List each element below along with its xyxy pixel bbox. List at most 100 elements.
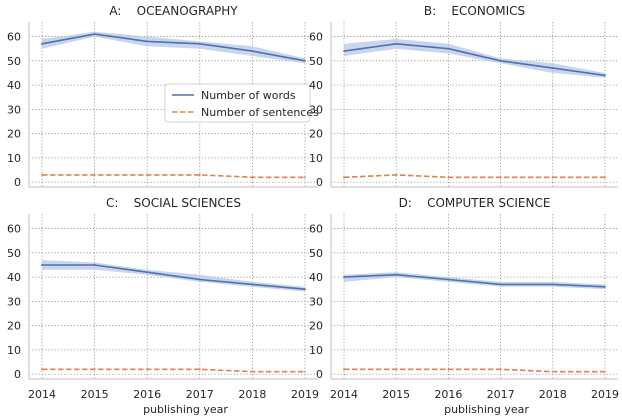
y-tick-label: 40 (7, 271, 21, 284)
y-tick-label: 60 (7, 31, 21, 44)
sentences-point (198, 368, 201, 371)
y-tick-label: 60 (309, 31, 323, 44)
sentences-point (251, 176, 254, 179)
panel-title: C: SOCIAL SCIENCES (106, 196, 241, 210)
y-tick-label: 30 (309, 295, 323, 308)
sentences-point (604, 176, 606, 179)
x-tick-label: 2019 (591, 388, 619, 401)
sentences-point (499, 176, 502, 179)
sentences-point (198, 173, 201, 176)
sentences-series-line (343, 174, 605, 179)
x-tick-label: 2017 (186, 388, 214, 401)
words-point (304, 288, 306, 291)
y-tick-label: 40 (309, 79, 323, 92)
panel-c: 0 10 20 30 40 50 60 C: SOCIAL SCIENCES 2014 2015 2… (7, 196, 319, 416)
words-point (499, 59, 502, 62)
legend: Number of words Number of sentences (164, 83, 319, 123)
words-point (343, 50, 345, 53)
y-tick-label: 20 (7, 320, 21, 333)
words-point (604, 285, 606, 288)
words-point (198, 42, 201, 45)
words-point (251, 283, 254, 286)
words-point (604, 74, 606, 77)
sentences-point (447, 176, 450, 179)
sentences-point (343, 368, 345, 371)
sentences-point (499, 368, 502, 371)
sentences-series-line (42, 368, 305, 373)
x-tick-label: 2015 (81, 388, 109, 401)
words-point (93, 264, 96, 266)
sentences-point (551, 176, 554, 179)
words-point (41, 264, 43, 266)
panel-a: 0 10 20 30 40 50 60 A: OCEANOGRAPHY Number of wo… (7, 4, 319, 189)
sentences-point (447, 368, 450, 371)
words-point (343, 276, 345, 278)
words-point (93, 33, 96, 36)
x-tick-label: 2015 (382, 388, 410, 401)
x-tick-label: 2019 (291, 388, 319, 401)
sentences-point (604, 370, 606, 373)
x-tick-label: 2014 (330, 388, 358, 401)
y-tick-label: 0 (14, 368, 21, 381)
sentences-point (551, 370, 554, 373)
words-series-line (343, 273, 606, 288)
x-tick-label: 2016 (133, 388, 161, 401)
y-tick-label: 0 (316, 176, 323, 189)
words-point (304, 59, 306, 62)
words-series-line (343, 42, 606, 77)
sentences-point (93, 173, 96, 176)
y-tick-label: 50 (7, 55, 21, 68)
sentences-series-line (344, 368, 605, 373)
y-tick-label: 50 (7, 247, 21, 260)
y-tick-label: 10 (7, 344, 21, 357)
sentences-point (146, 173, 149, 176)
sentences-point (93, 368, 96, 371)
words-point (395, 42, 398, 45)
panel-title: D: COMPUTER SCIENCE (399, 196, 551, 210)
words-point (551, 283, 554, 286)
words-point (198, 278, 201, 281)
y-tick-label: 40 (309, 271, 323, 284)
words-point (447, 278, 450, 281)
y-tick-label: 10 (309, 152, 323, 165)
x-tick-label: 2017 (487, 388, 515, 401)
y-tick-label: 20 (309, 320, 323, 333)
y-tick-label: 30 (309, 103, 323, 116)
words-confidence-band (344, 39, 605, 78)
words-confidence-band (42, 31, 305, 64)
y-tick-label: 20 (309, 128, 323, 141)
y-tick-label: 50 (309, 247, 323, 260)
y-tick-label: 40 (7, 79, 21, 92)
y-tick-label: 0 (316, 368, 323, 381)
sentences-point (41, 368, 43, 371)
x-axis-label: publishing year (444, 403, 529, 416)
y-tick-label: 50 (309, 55, 323, 68)
x-axis-label: publishing year (143, 403, 228, 416)
words-point (146, 271, 149, 274)
words-point (499, 283, 502, 286)
x-tick-label: 2018 (539, 388, 567, 401)
panel-title: B: ECONOMICS (424, 4, 525, 18)
y-tick-label: 20 (7, 128, 21, 141)
words-point (447, 47, 450, 50)
sentences-point (395, 173, 398, 176)
legend-words-label: Number of words (201, 89, 296, 102)
sentences-point (146, 368, 149, 371)
panel-title: A: OCEANOGRAPHY (109, 4, 238, 18)
y-tick-label: 0 (14, 176, 21, 189)
x-tick-label: 2014 (28, 388, 56, 401)
y-tick-label: 60 (309, 223, 323, 236)
legend-sentences-label: Number of sentences (201, 106, 319, 119)
words-point (146, 40, 149, 43)
panel-d: 0 10 20 30 40 50 60 D: COMPUTER SCIENCE 2014 2015… (309, 196, 619, 416)
words-point (395, 273, 398, 276)
words-point (551, 67, 554, 70)
y-tick-label: 10 (309, 344, 323, 357)
sentences-series-line (42, 174, 305, 179)
y-tick-label: 30 (7, 295, 21, 308)
x-tick-label: 2018 (238, 388, 266, 401)
words-point (251, 50, 254, 53)
y-tick-label: 10 (7, 152, 21, 165)
words-series-line (41, 33, 306, 62)
